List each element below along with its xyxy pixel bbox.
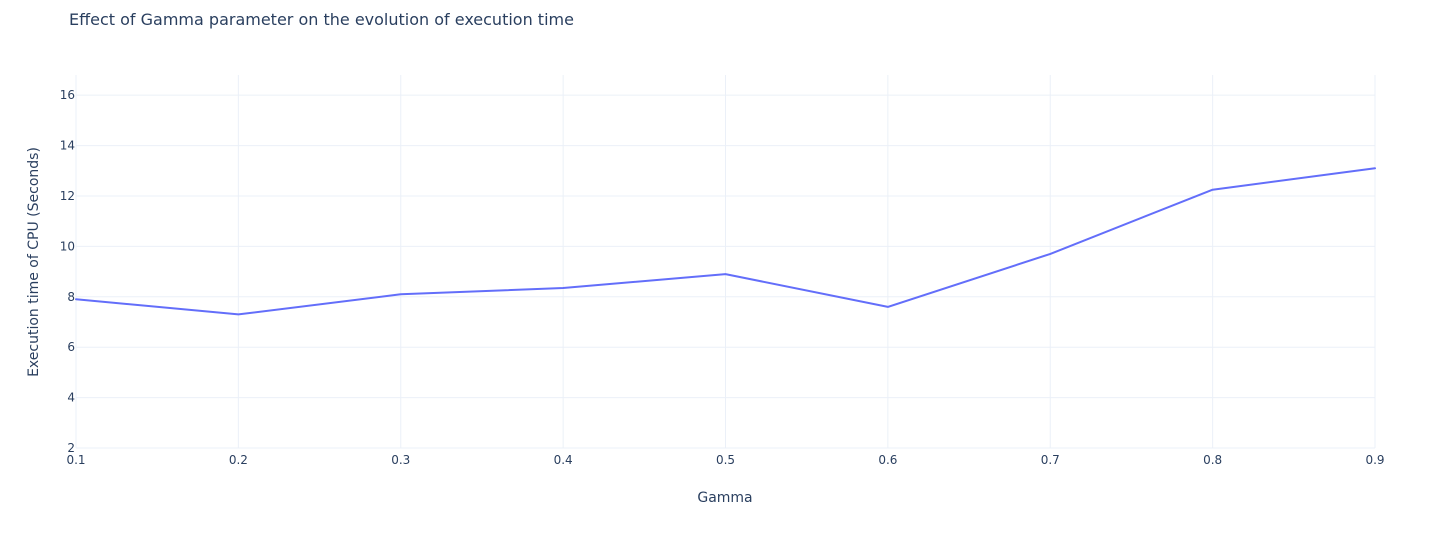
series-line (75, 167, 1376, 316)
x-tick-label: 0.6 (878, 453, 897, 467)
chart-title: Effect of Gamma parameter on the evoluti… (69, 10, 574, 29)
y-tick-label: 8 (67, 290, 75, 304)
y-tick-label: 4 (67, 391, 75, 405)
x-tick-labels: 0.1 0.2 0.3 0.4 0.5 0.6 0.7 0.8 0.9 (66, 453, 1384, 467)
x-tick-label: 0.5 (716, 453, 735, 467)
x-tick-label: 0.4 (554, 453, 573, 467)
y-tick-label: 2 (67, 441, 75, 455)
y-tick-label: 10 (60, 239, 75, 253)
x-axis-title: Gamma (697, 490, 752, 506)
y-axis-title: Execution time of CPU (Seconds) (26, 147, 42, 377)
y-tick-label: 6 (67, 340, 75, 354)
x-tick-label: 0.3 (391, 453, 410, 467)
x-tick-label: 0.8 (1203, 453, 1222, 467)
y-tick-label: 14 (60, 139, 75, 153)
y-tick-label: 16 (60, 88, 75, 102)
x-tick-label: 0.9 (1365, 453, 1384, 467)
x-tick-label: 0.2 (229, 453, 248, 467)
x-tick-label: 0.7 (1041, 453, 1060, 467)
series-layer (75, 167, 1376, 316)
y-gridlines (76, 94, 1375, 449)
y-tick-label: 12 (60, 189, 75, 203)
x-tick-label: 0.1 (66, 453, 85, 467)
x-gridlines (75, 75, 1376, 448)
y-tick-labels: 2 4 6 8 10 12 14 16 (60, 88, 75, 455)
